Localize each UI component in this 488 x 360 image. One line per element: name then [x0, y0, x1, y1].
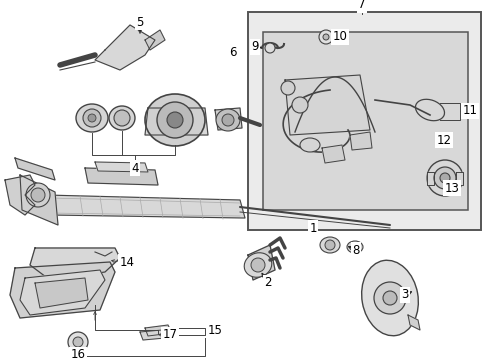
Ellipse shape — [346, 241, 362, 253]
Text: 12: 12 — [436, 134, 450, 147]
Text: 14: 14 — [119, 256, 134, 269]
Text: 6: 6 — [229, 46, 236, 59]
Circle shape — [83, 109, 101, 127]
Polygon shape — [215, 108, 242, 130]
Text: 3: 3 — [401, 288, 408, 302]
Ellipse shape — [319, 237, 339, 253]
Polygon shape — [407, 315, 419, 330]
Ellipse shape — [426, 160, 462, 196]
Circle shape — [167, 112, 183, 128]
Circle shape — [73, 337, 83, 347]
Circle shape — [222, 114, 234, 126]
Polygon shape — [145, 108, 207, 135]
Text: 8: 8 — [351, 243, 359, 256]
Ellipse shape — [415, 99, 444, 121]
Polygon shape — [321, 145, 345, 163]
Polygon shape — [20, 270, 105, 315]
Circle shape — [318, 30, 332, 44]
Polygon shape — [45, 195, 244, 218]
Text: 5: 5 — [136, 15, 143, 28]
Polygon shape — [455, 172, 462, 185]
Polygon shape — [426, 172, 433, 185]
Circle shape — [439, 173, 449, 183]
Text: 13: 13 — [444, 181, 459, 194]
Circle shape — [68, 332, 88, 352]
Polygon shape — [15, 158, 55, 180]
Text: 4: 4 — [131, 162, 139, 175]
Text: 16: 16 — [70, 348, 85, 360]
Ellipse shape — [244, 253, 271, 277]
Polygon shape — [30, 248, 120, 280]
Text: 11: 11 — [462, 104, 476, 117]
Ellipse shape — [76, 104, 108, 132]
Circle shape — [382, 291, 396, 305]
Polygon shape — [95, 25, 155, 70]
Circle shape — [433, 167, 455, 189]
Ellipse shape — [299, 138, 319, 152]
Circle shape — [325, 240, 334, 250]
Polygon shape — [20, 175, 58, 225]
Circle shape — [250, 258, 264, 272]
Text: 7: 7 — [358, 0, 365, 12]
Circle shape — [281, 81, 294, 95]
Polygon shape — [35, 278, 88, 308]
Bar — [263, 32, 467, 210]
Polygon shape — [145, 325, 172, 336]
Polygon shape — [145, 30, 164, 50]
Text: 9: 9 — [251, 40, 258, 54]
Circle shape — [373, 282, 405, 314]
Polygon shape — [349, 132, 371, 150]
Circle shape — [114, 110, 130, 126]
Polygon shape — [85, 168, 158, 185]
Circle shape — [291, 97, 307, 113]
Circle shape — [31, 188, 45, 202]
Text: 2: 2 — [264, 276, 271, 289]
Ellipse shape — [216, 109, 240, 131]
Polygon shape — [95, 162, 148, 172]
Ellipse shape — [109, 106, 135, 130]
Text: 10: 10 — [332, 31, 347, 44]
Circle shape — [323, 34, 328, 40]
Text: 15: 15 — [207, 324, 222, 337]
Ellipse shape — [145, 94, 204, 146]
Circle shape — [264, 43, 274, 53]
Polygon shape — [285, 75, 369, 135]
Text: 1: 1 — [308, 221, 316, 234]
Bar — [247, 12, 480, 230]
Polygon shape — [5, 175, 35, 215]
Circle shape — [157, 102, 193, 138]
Circle shape — [26, 183, 50, 207]
Text: 17: 17 — [162, 328, 177, 342]
Ellipse shape — [361, 260, 418, 336]
Polygon shape — [10, 262, 115, 318]
Polygon shape — [247, 245, 274, 280]
Polygon shape — [140, 330, 164, 340]
Circle shape — [88, 114, 96, 122]
